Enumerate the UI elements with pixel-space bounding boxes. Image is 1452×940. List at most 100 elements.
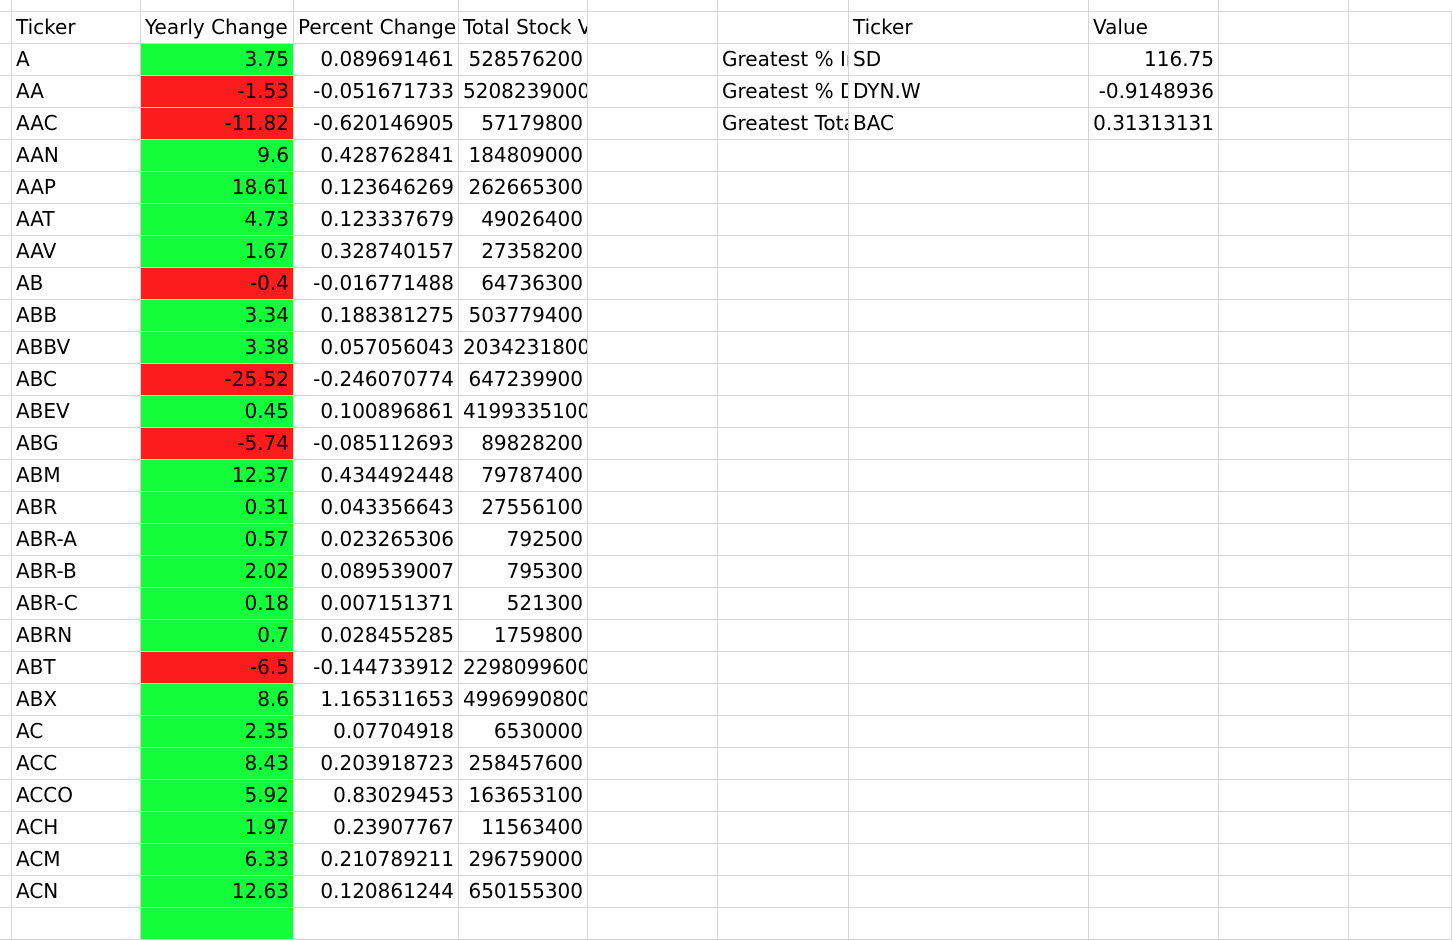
percent-change-cell[interactable]: -0.085112693	[294, 428, 459, 460]
percent-change-cell[interactable]: 0.210789211	[294, 844, 459, 876]
percent-change-cell[interactable]: 0.83029453	[294, 780, 459, 812]
empty-cell[interactable]	[1219, 652, 1349, 684]
percent-change-cell[interactable]: 0.428762841	[294, 140, 459, 172]
summary-cell[interactable]	[1089, 812, 1219, 844]
empty-cell[interactable]	[1219, 460, 1349, 492]
empty-cell[interactable]	[588, 268, 718, 300]
ticker-cell[interactable]: ACN	[12, 876, 141, 908]
ticker-cell[interactable]: ACCO	[12, 780, 141, 812]
empty-cell[interactable]	[1349, 492, 1452, 524]
summary-cell[interactable]	[849, 268, 1089, 300]
summary-label[interactable]: Greatest Total Volume	[718, 108, 849, 140]
percent-change-cell[interactable]: -0.051671733	[294, 76, 459, 108]
summary-cell[interactable]	[1089, 236, 1219, 268]
empty-cell[interactable]	[1219, 140, 1349, 172]
empty-cell[interactable]	[1349, 748, 1452, 780]
empty-cell[interactable]	[588, 236, 718, 268]
empty-cell[interactable]	[588, 76, 718, 108]
yearly-change-cell[interactable]: 5.92	[141, 780, 294, 812]
summary-cell[interactable]	[1089, 396, 1219, 428]
summary-cell[interactable]	[849, 140, 1089, 172]
summary-cell[interactable]	[718, 876, 849, 908]
ticker-cell[interactable]: AA	[12, 76, 141, 108]
empty-cell[interactable]	[588, 556, 718, 588]
empty-cell[interactable]	[1219, 492, 1349, 524]
yearly-change-cell[interactable]: 4.73	[141, 204, 294, 236]
yearly-change-cell[interactable]: 18.61	[141, 172, 294, 204]
empty-cell[interactable]	[1349, 908, 1452, 940]
summary-header[interactable]	[718, 12, 849, 44]
summary-cell[interactable]	[849, 876, 1089, 908]
summary-cell[interactable]	[718, 332, 849, 364]
ticker-cell[interactable]: AAC	[12, 108, 141, 140]
summary-cell[interactable]	[718, 716, 849, 748]
volume-cell[interactable]: 57179800	[459, 108, 588, 140]
volume-cell[interactable]: 5208239000	[459, 76, 588, 108]
empty-cell[interactable]	[588, 140, 718, 172]
percent-change-cell[interactable]: 0.043356643	[294, 492, 459, 524]
empty-cell[interactable]	[1219, 556, 1349, 588]
empty-cell[interactable]	[1349, 428, 1452, 460]
summary-cell[interactable]	[718, 684, 849, 716]
ticker-cell[interactable]: ABRN	[12, 620, 141, 652]
empty-cell[interactable]	[1219, 684, 1349, 716]
volume-cell[interactable]: 262665300	[459, 172, 588, 204]
empty-cell[interactable]	[1219, 172, 1349, 204]
cell[interactable]	[294, 908, 459, 940]
empty-cell[interactable]	[1349, 460, 1452, 492]
yearly-change-cell[interactable]: -5.74	[141, 428, 294, 460]
empty-cell[interactable]	[1349, 844, 1452, 876]
empty-cell[interactable]	[1349, 812, 1452, 844]
summary-label[interactable]: Greatest % Decrease	[718, 76, 849, 108]
empty-cell[interactable]	[1219, 268, 1349, 300]
ticker-cell[interactable]: A	[12, 44, 141, 76]
empty-cell[interactable]	[588, 172, 718, 204]
empty-cell[interactable]	[1219, 748, 1349, 780]
empty-cell[interactable]	[588, 364, 718, 396]
summary-cell[interactable]	[849, 204, 1089, 236]
percent-change-cell[interactable]: 0.120861244	[294, 876, 459, 908]
ticker-cell[interactable]: ABT	[12, 652, 141, 684]
empty-cell[interactable]	[1349, 396, 1452, 428]
yearly-change-cell[interactable]: 0.57	[141, 524, 294, 556]
empty-cell[interactable]	[588, 12, 718, 44]
empty-cell[interactable]	[1349, 524, 1452, 556]
summary-cell[interactable]	[849, 620, 1089, 652]
summary-cell[interactable]	[718, 172, 849, 204]
empty-cell[interactable]	[588, 44, 718, 76]
summary-cell[interactable]	[1089, 364, 1219, 396]
empty-cell[interactable]	[1219, 108, 1349, 140]
yearly-change-cell[interactable]: 2.35	[141, 716, 294, 748]
summary-ticker[interactable]: SD	[849, 44, 1089, 76]
percent-change-cell[interactable]: 0.123337679	[294, 204, 459, 236]
summary-cell[interactable]	[1089, 172, 1219, 204]
summary-cell[interactable]	[849, 908, 1089, 940]
volume-cell[interactable]: 258457600	[459, 748, 588, 780]
summary-cell[interactable]	[849, 716, 1089, 748]
empty-cell[interactable]	[1219, 620, 1349, 652]
yearly-change-cell[interactable]: 0.7	[141, 620, 294, 652]
empty-cell[interactable]	[588, 748, 718, 780]
empty-cell[interactable]	[1349, 684, 1452, 716]
ticker-cell[interactable]: ABR-C	[12, 588, 141, 620]
yearly-change-cell[interactable]: -25.52	[141, 364, 294, 396]
ticker-cell[interactable]: AAN	[12, 140, 141, 172]
ticker-cell[interactable]: AB	[12, 268, 141, 300]
volume-cell[interactable]: 27358200	[459, 236, 588, 268]
ticker-cell[interactable]: ABBV	[12, 332, 141, 364]
volume-cell[interactable]: 2298099600	[459, 652, 588, 684]
summary-cell[interactable]	[718, 460, 849, 492]
column-header[interactable]: Total Stock Volume	[459, 12, 588, 44]
summary-cell[interactable]	[718, 812, 849, 844]
percent-change-cell[interactable]: 0.203918723	[294, 748, 459, 780]
empty-cell[interactable]	[1219, 76, 1349, 108]
summary-cell[interactable]	[1089, 652, 1219, 684]
summary-cell[interactable]	[1089, 300, 1219, 332]
summary-cell[interactable]	[849, 428, 1089, 460]
empty-cell[interactable]	[588, 716, 718, 748]
column-header[interactable]: Percent Change	[294, 12, 459, 44]
summary-cell[interactable]	[718, 204, 849, 236]
empty-cell[interactable]	[1219, 716, 1349, 748]
empty-cell[interactable]	[1219, 812, 1349, 844]
empty-cell[interactable]	[1349, 364, 1452, 396]
